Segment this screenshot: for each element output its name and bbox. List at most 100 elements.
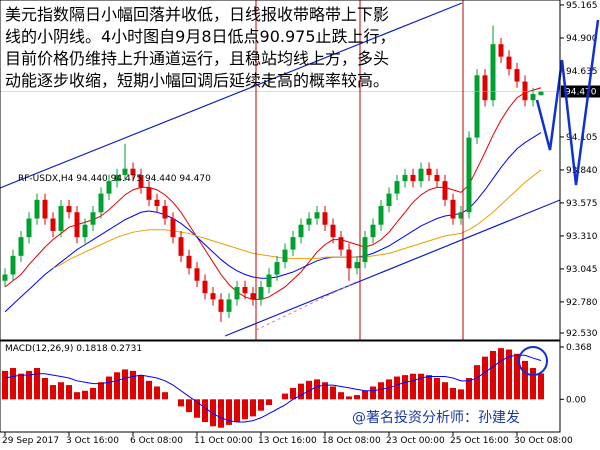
candle-body [138,174,144,188]
macd-bar [106,376,112,400]
candle-body [18,237,24,256]
candle-body [66,206,72,213]
candle-body [154,199,160,207]
macd-bar [42,377,48,400]
macd-bar [410,373,416,400]
candle-body [506,56,512,70]
candle-body [106,181,112,194]
candle-body [130,168,136,175]
macd-bar [202,399,208,423]
macd-bar [82,390,88,400]
x-tick-label: 25 Oct 16:00 [450,436,509,446]
candle-body [394,181,400,194]
candle-body [322,212,328,225]
macd-bar [154,386,160,400]
candle-body [378,206,384,225]
macd-bar [186,399,192,413]
macd-bar [522,360,528,400]
y-tick-label: 0.00 [566,395,586,405]
macd-bar [450,387,456,400]
candle-body [402,174,408,182]
macd-bar [74,392,80,400]
macd-bar [258,399,264,411]
y-tick-label: 92.530 [566,329,598,339]
macd-bar [234,399,240,423]
macd-bar [434,377,440,400]
candle-body [50,218,56,231]
macd-bar [130,370,136,400]
macd-bar [322,382,328,400]
candle-body [162,206,168,219]
macd-bar [506,349,512,400]
macd-bar [330,386,336,400]
macd-bar [90,387,96,400]
candle-body [178,237,184,256]
candle-body [266,274,272,287]
macd-bar [250,399,256,417]
candle-body [10,255,16,275]
candle-body [202,280,208,294]
candle-body [58,206,64,231]
y-tick-label: 93.045 [566,265,598,275]
candle-body [90,212,96,225]
macd-bar [266,399,272,405]
candle-body [314,212,320,219]
macd-frame [0,340,561,433]
macd-bar [50,385,56,400]
candle-body [242,286,248,294]
candle-body [306,218,312,225]
candle-body [330,224,336,238]
y-tick-label: 94.900 [566,34,598,44]
last-price-label: 94.470 [565,88,597,98]
candle-body [26,218,32,238]
macd-bar [98,382,104,400]
macd-bar [10,368,16,400]
macd-bar [242,399,248,420]
macd-label: MACD(12,26,9) 0.1818 0.2731 [5,344,142,354]
highlight-circle [518,346,548,376]
candle-body [410,174,416,182]
candle-body [250,293,256,300]
candle-body [474,75,480,138]
macd-bar [394,376,400,400]
macd-bar [466,377,472,400]
y-tick-label: 95.165 [566,1,598,11]
macd-bar [146,380,152,400]
macd-bar [218,399,224,428]
candle-body [114,174,120,182]
macd-bar [122,369,128,400]
candle-body [498,44,504,57]
x-tick-label: 3 Oct 16:00 [66,436,119,446]
dashed-line [255,279,361,331]
last-price-box [561,85,600,98]
candle-body [466,137,472,213]
macd-bar [314,379,320,400]
price-panel: 95.16594.90094.63594.10593.84093.57593.3… [0,1,600,339]
candle-body [42,199,48,219]
x-tick-label: 13 Oct 16:00 [258,436,317,446]
candle-body [2,274,8,281]
candle-body [442,181,448,200]
macd-bar [226,399,232,425]
macd-bar [162,392,168,400]
candle-body [338,237,344,250]
macd-bar [34,368,40,400]
macd-bar [306,380,312,400]
candle-body [282,249,288,263]
candle-body [386,193,392,207]
macd-bar [2,370,8,400]
candle-body [418,168,424,182]
macd-bar [210,399,216,427]
macd-bar [362,390,368,400]
candle-body [170,218,176,238]
annotation: 动能逐步收缩，短期小幅回调后延续走高的概率较高。 [5,71,389,90]
macd-bar [370,386,376,400]
candle-body [258,286,264,300]
macd-panel: 0.368 0.00 [2,343,592,428]
watermark: @著名投资分析师：孙建发 [352,410,520,426]
candle-body [426,168,432,175]
macd-bar [378,382,384,400]
annotation: 线的小阴线。4小时图自9月8日低点90.975止跌上行， [5,27,396,46]
candle-body [218,299,224,312]
